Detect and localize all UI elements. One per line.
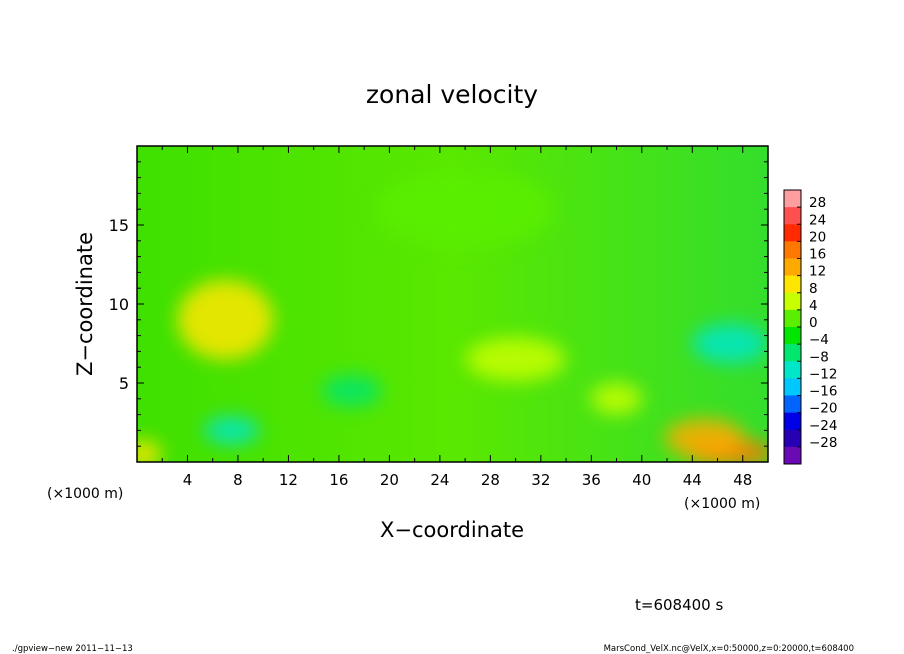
colorbar-segment [784,207,801,225]
colorbar-label: −4 [809,332,829,348]
colorbar-segment [784,344,801,362]
y-axis-label: Z−coordinate [73,232,97,376]
colorbar-label: 8 [809,281,818,297]
y-tick-label: 10 [109,295,129,314]
colorbar-label: 4 [809,298,818,314]
colorbar-segment [784,412,801,431]
colorbar-segment [784,378,801,396]
field-blob [590,382,643,415]
x-tick-label: 44 [683,471,702,489]
x-tick-label: 32 [531,471,550,489]
time-label: t=608400 s [635,596,723,614]
colorbar-label: 16 [809,247,826,263]
colorbar-segment [784,429,801,448]
colorbar-label: −12 [809,366,838,382]
x-tick-label: 8 [233,471,243,489]
colorbar-label: −24 [809,418,838,434]
y-axis-ticks: 5 10 15 [109,161,768,447]
colorbar-segment [784,309,801,328]
colorbar-label: −16 [809,384,838,400]
field-blob [375,169,556,250]
field-blob [203,416,260,445]
colorbar-segment [784,275,801,294]
x-tick-label: 16 [329,471,348,489]
footer-right: MarsCond_VelX.nc@VelX,x=0:50000,z=0:2000… [604,644,854,654]
x-unit-left: (×1000 m) [47,486,123,502]
colorbar-label: 28 [809,195,826,211]
field-blob [692,323,768,364]
field-blob [465,337,566,382]
field-blob [664,418,745,459]
x-tick-label: 12 [279,471,298,489]
colorbar-segment [784,327,801,345]
x-tick-label: 36 [582,471,601,489]
y-tick-label: 5 [119,374,129,393]
colorbar-label: −20 [809,401,838,417]
colorbar-segment [784,395,801,413]
y-tick-label: 15 [109,216,129,235]
colorbar-segment [784,258,801,276]
colorbar-label: 12 [809,264,826,280]
footer-left: ./gpview−new 2011−11−13 [12,644,133,654]
x-tick-label: 4 [183,471,193,489]
colorbar-segment [784,190,801,208]
colorbar-label: 0 [809,315,818,331]
x-unit-right: (×1000 m) [684,496,760,512]
field-blob [177,279,274,360]
colorbar-segment [784,224,801,242]
x-tick-label: 48 [733,471,752,489]
colorbar-segment [784,241,801,259]
chart-title: zonal velocity [366,80,538,109]
colorbar-label: 24 [809,212,826,228]
x-tick-label: 20 [380,471,399,489]
colorbar-label: 20 [809,229,826,245]
x-axis-label: X−coordinate [380,518,524,542]
colorbar-segment [784,292,801,311]
field-blob [137,440,162,462]
colorbar-label: −8 [809,349,829,365]
colorbar-segment [784,446,801,465]
x-tick-label: 40 [632,471,651,489]
colorbar-segment [784,361,801,379]
x-axis-ticks: 4 8 12 16 20 24 28 32 36 40 44 48 [161,146,752,489]
field-blob [321,374,382,407]
x-tick-label: 24 [430,471,449,489]
colorbar-label: −28 [809,435,838,451]
heatmap-field [137,146,768,462]
x-tick-label: 28 [481,471,500,489]
